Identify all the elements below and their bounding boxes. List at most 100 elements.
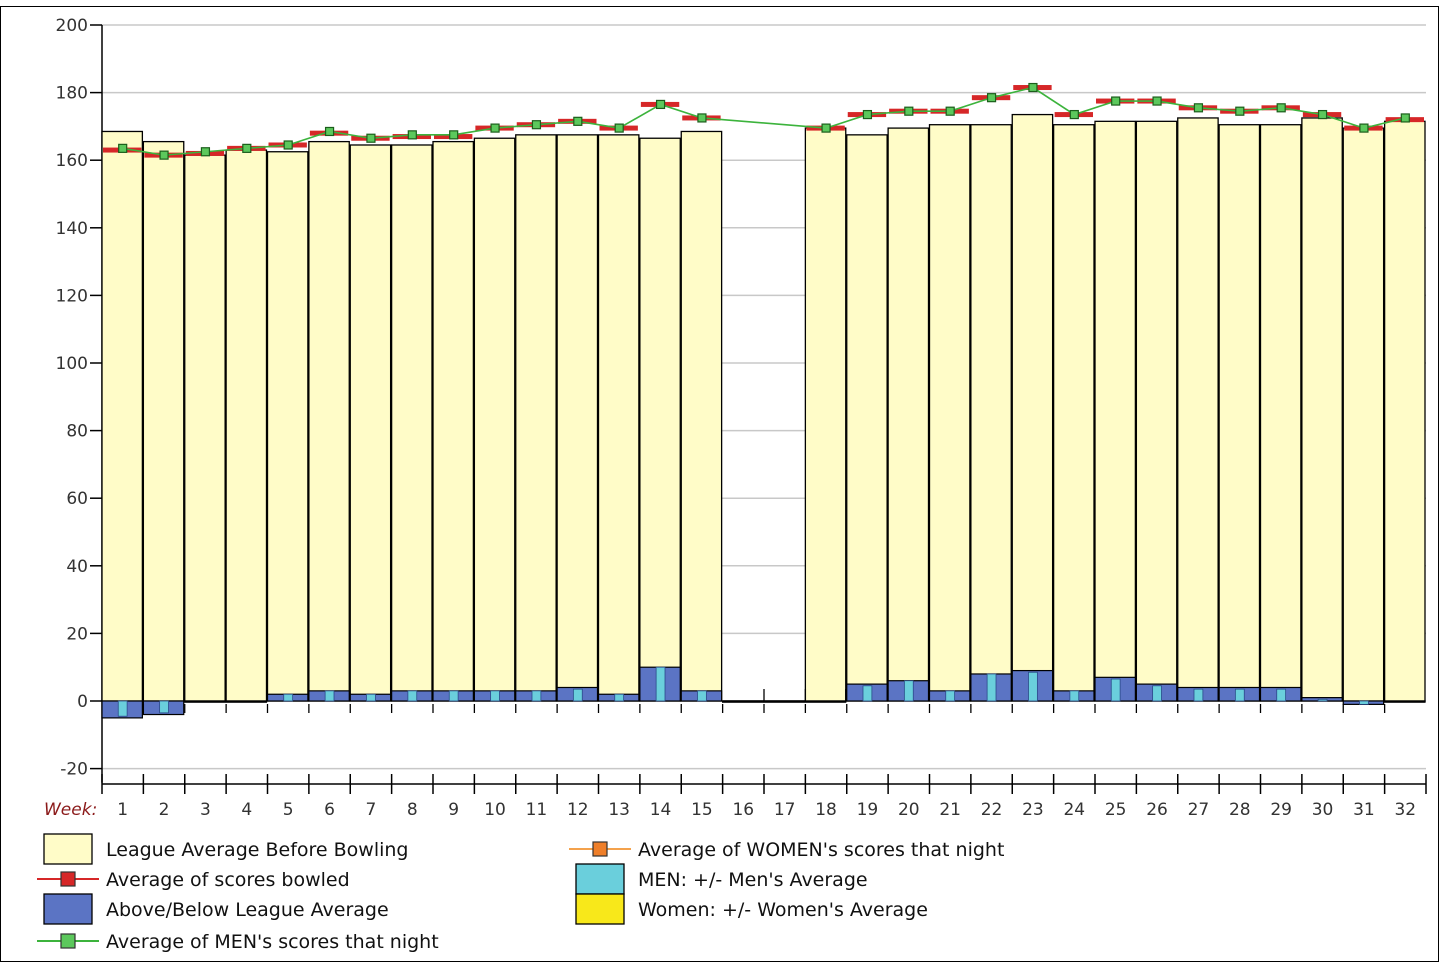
league-average-bar xyxy=(225,149,268,702)
above-below-bar xyxy=(1384,700,1426,703)
y-axis: -20 0 20 40 60 80 100 120 140 160 180 200 xyxy=(56,16,103,783)
league-average-bar xyxy=(1052,124,1095,702)
legend-swatch xyxy=(575,863,625,895)
men-average-line xyxy=(122,86,1406,156)
men-average-point xyxy=(945,106,955,116)
men-average-point xyxy=(655,99,666,110)
legend-item: Average of scores bowled xyxy=(37,869,350,891)
league-average-bar xyxy=(473,137,516,702)
bars-layer xyxy=(101,113,1426,719)
league-average-bar xyxy=(639,137,681,702)
men-plus-minus-bar xyxy=(614,693,625,702)
above-below-bar xyxy=(225,700,268,703)
x-tick-label: 20 xyxy=(898,800,920,820)
legend-label: Above/Below League Average xyxy=(106,899,389,921)
men-plus-minus-bar xyxy=(986,673,997,702)
legend-swatch xyxy=(575,893,625,925)
men-plus-minus-bar xyxy=(1193,688,1204,702)
x-tick-label: 28 xyxy=(1229,800,1251,820)
x-tick-label: 18 xyxy=(815,800,837,820)
x-tick-label: 15 xyxy=(691,800,713,820)
men-average-point xyxy=(1276,103,1286,113)
league-average-bar xyxy=(1177,117,1219,702)
men-average-point xyxy=(1193,103,1204,113)
league-average-bar xyxy=(1135,120,1178,702)
y-tick-label: 0 xyxy=(77,692,88,712)
legend-label: Average of MEN's scores that night xyxy=(106,931,439,953)
x-tick-label: 29 xyxy=(1270,800,1292,820)
x-tick-label: 16 xyxy=(732,800,754,820)
league-average-bar xyxy=(1094,120,1137,702)
men-average-point xyxy=(200,147,211,157)
x-tick-label: 3 xyxy=(200,800,211,820)
men-plus-minus-bar xyxy=(324,690,335,702)
league-average-bar xyxy=(804,127,847,702)
men-average-point xyxy=(1152,96,1162,106)
men-plus-minus-bar xyxy=(366,693,376,702)
men-plus-minus-bar xyxy=(1069,690,1080,702)
men-plus-minus-bar xyxy=(531,690,542,702)
x-tick-label: 4 xyxy=(241,800,252,820)
league-average-bar xyxy=(1259,124,1302,702)
league-average-bar xyxy=(1011,113,1054,702)
league-average-bar xyxy=(184,154,226,702)
men-average-point xyxy=(1028,82,1038,93)
x-tick-label: 25 xyxy=(1105,800,1127,820)
x-tick-label: 8 xyxy=(407,800,418,820)
y-tick-label: 60 xyxy=(66,489,88,509)
y-tick-label: 180 xyxy=(56,84,88,104)
y-tick-label: 120 xyxy=(56,286,88,306)
men-average-point xyxy=(862,109,873,120)
y-tick-label: 200 xyxy=(56,16,88,36)
x-tick-label: 31 xyxy=(1353,800,1375,820)
men-average-point xyxy=(821,123,831,133)
league-average-bar xyxy=(556,134,599,702)
legend-item: Average of MEN's scores that night xyxy=(37,931,439,953)
men-plus-minus-bar xyxy=(117,700,128,717)
men-average-point xyxy=(407,130,417,140)
league-average-bar xyxy=(1218,124,1261,702)
league-average-bar xyxy=(846,134,888,702)
league-average-bar xyxy=(1342,127,1385,702)
y-tick-label: 100 xyxy=(56,354,88,374)
x-tick-label: 27 xyxy=(1188,800,1210,820)
men-plus-minus-bar xyxy=(159,700,169,714)
league-average-bar xyxy=(308,140,350,702)
x-tick-label: 10 xyxy=(484,800,506,820)
chart-frame xyxy=(0,6,1439,962)
legend-item: MEN: +/- Men's Average xyxy=(575,863,868,895)
men-average-point xyxy=(1069,109,1079,120)
men-plus-minus-bar xyxy=(572,688,583,702)
men-average-point xyxy=(490,123,500,133)
men-average-point xyxy=(324,126,335,137)
men-average-point xyxy=(573,116,583,126)
x-axis: Week: 1 2 3 4 5 6 7 8 9 10 11 12 13 14 15 16 17 18 19 20 21 2… xyxy=(44,689,1427,820)
men-average-point xyxy=(986,93,997,103)
men-average-point xyxy=(531,120,542,130)
men-plus-minus-bar xyxy=(655,666,666,702)
y-tick-label: 80 xyxy=(66,422,88,442)
legend-swatch xyxy=(43,893,93,925)
men-average-point xyxy=(1359,123,1369,133)
men-average-point xyxy=(1317,109,1328,120)
legend-label: Average of WOMEN's scores that night xyxy=(638,839,1004,861)
men-average-point xyxy=(159,150,169,160)
x-tick-label: 11 xyxy=(526,800,548,820)
league-average-bar xyxy=(266,151,309,702)
men-average-point xyxy=(1235,106,1245,116)
x-tick-label: 30 xyxy=(1312,800,1334,820)
league-average-bar xyxy=(887,127,930,702)
league-average-bar xyxy=(1301,117,1343,702)
x-tick-label: 9 xyxy=(448,800,459,820)
x-tick-label: 17 xyxy=(774,800,796,820)
men-plus-minus-bar xyxy=(490,690,500,702)
legend-label: Women: +/- Women's Average xyxy=(638,899,928,921)
men-average-point xyxy=(1111,96,1121,106)
league-average-bar xyxy=(597,134,640,702)
legend-item: Average of WOMEN's scores that night xyxy=(569,839,1004,861)
men-plus-minus-bar xyxy=(697,690,707,702)
legend-label: Average of scores bowled xyxy=(106,869,350,891)
y-tick-label: -20 xyxy=(60,760,88,780)
x-tick-label: 6 xyxy=(324,800,335,820)
men-plus-minus-bar xyxy=(945,690,956,702)
